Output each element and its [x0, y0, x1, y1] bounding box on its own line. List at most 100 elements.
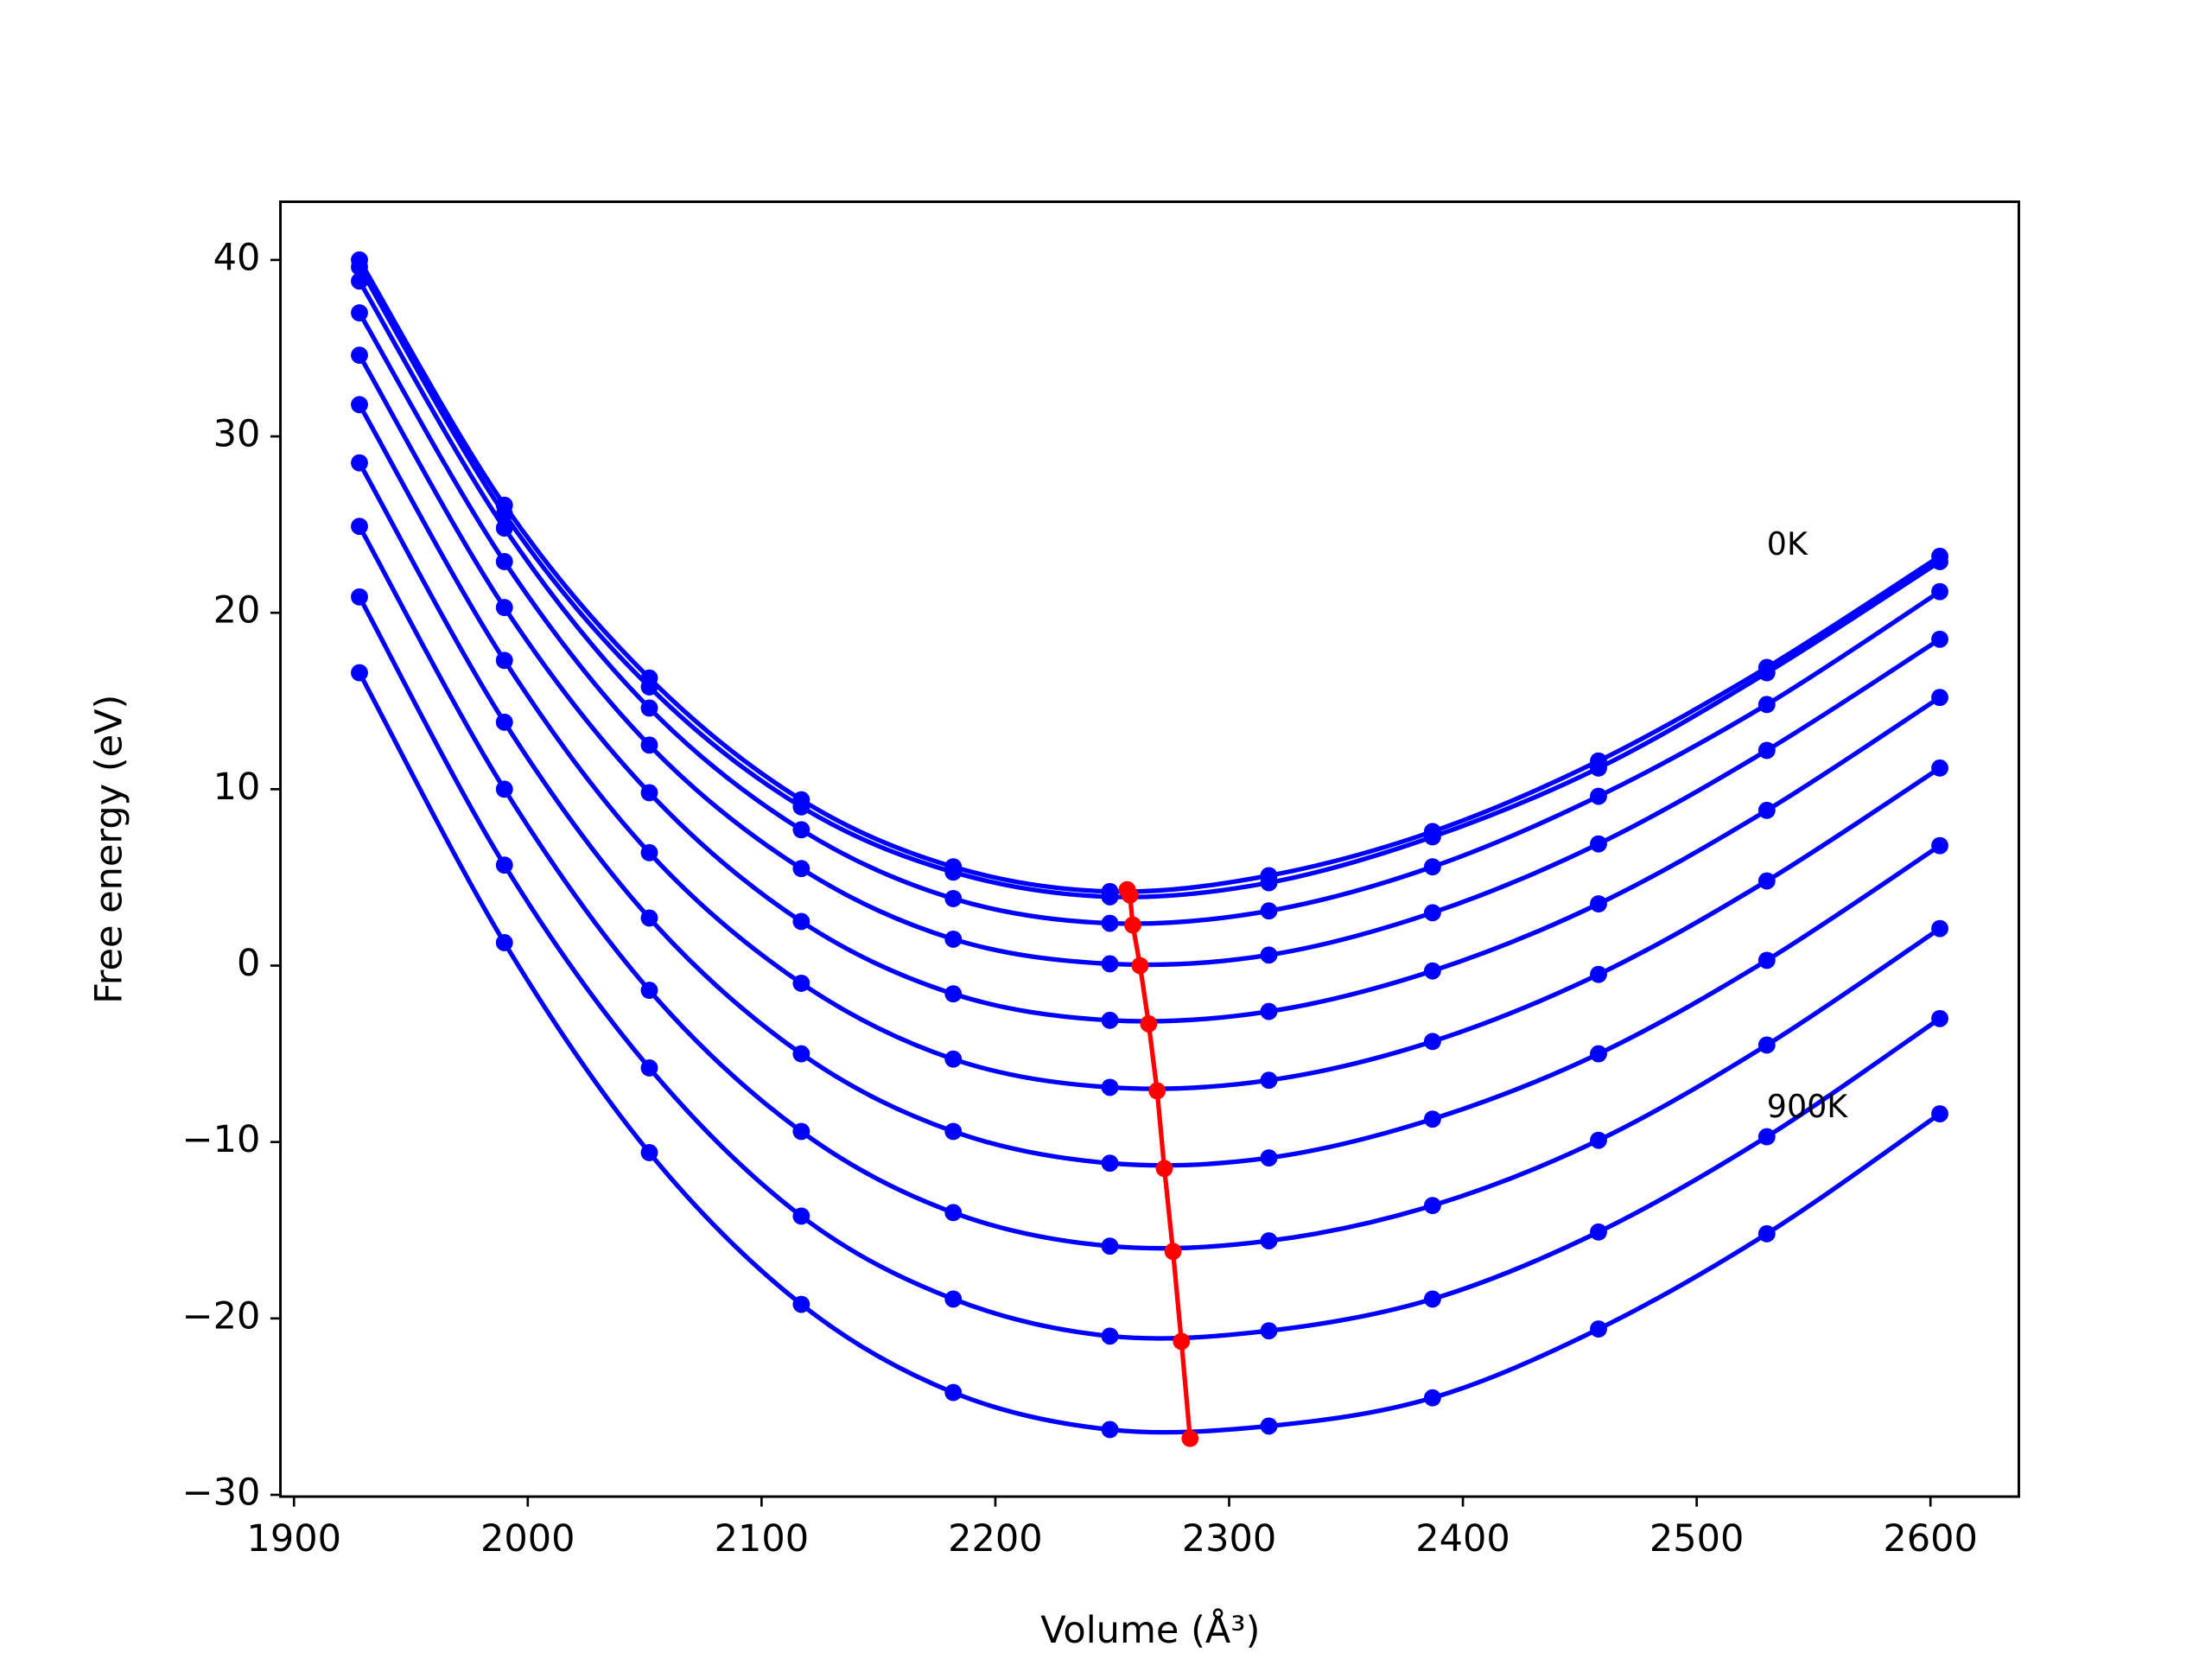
data-point	[1931, 1105, 1948, 1122]
data-point	[1931, 919, 1948, 938]
data-point	[944, 985, 963, 1003]
data-point	[640, 1058, 658, 1077]
data-point	[944, 1122, 963, 1141]
data-point	[1423, 1290, 1441, 1308]
data-point	[944, 889, 963, 907]
data-point	[944, 863, 963, 881]
data-point	[1590, 1131, 1607, 1149]
y-tick-label: 30	[213, 413, 261, 456]
x-axis-label: Volume (Å³)	[1040, 1608, 1260, 1652]
data-point	[792, 860, 810, 878]
x-tick-label: 2100	[715, 1517, 810, 1560]
data-point	[495, 713, 513, 731]
data-point	[1423, 1197, 1441, 1215]
data-point	[1121, 886, 1139, 904]
data-point	[1590, 1320, 1607, 1338]
data-point	[1101, 887, 1119, 906]
data-point	[1758, 696, 1776, 714]
series-line	[357, 461, 1942, 1168]
data-point	[1423, 1033, 1441, 1051]
data-point	[351, 258, 368, 276]
data-point	[1590, 965, 1607, 983]
data-point	[1758, 664, 1776, 682]
y-tick-label: 10	[213, 766, 261, 809]
data-point	[792, 912, 810, 931]
data-point	[1590, 1223, 1607, 1241]
data-point	[640, 982, 658, 1000]
data-point	[1124, 916, 1141, 934]
series-line	[357, 595, 1942, 1341]
data-point	[792, 821, 810, 839]
x-tick-label: 2300	[1182, 1517, 1277, 1560]
y-tick-label: 0	[237, 942, 260, 985]
series-line	[357, 353, 1942, 1024]
data-point	[640, 909, 658, 927]
data-point	[640, 699, 658, 717]
data-point	[351, 518, 368, 536]
data-point	[1260, 1322, 1278, 1340]
data-point	[1758, 872, 1776, 890]
data-point	[495, 599, 513, 616]
y-tick-label: −10	[182, 1118, 261, 1161]
data-point	[495, 553, 513, 570]
data-point	[495, 934, 513, 951]
data-point	[1423, 904, 1441, 922]
data-point	[495, 856, 513, 874]
data-point	[1590, 835, 1607, 853]
series-line	[357, 265, 1942, 899]
x-tick-label: 2400	[1415, 1517, 1510, 1560]
data-point	[1423, 828, 1441, 846]
data-point	[1148, 1082, 1166, 1100]
data-point	[1101, 914, 1119, 932]
y-tick-label: 20	[213, 589, 261, 632]
data-point	[640, 678, 658, 696]
data-point	[944, 1050, 963, 1068]
data-point	[944, 930, 963, 948]
data-point	[1758, 951, 1776, 969]
data-point	[351, 454, 368, 472]
annotation: 0K	[1767, 525, 1808, 563]
data-point	[1931, 759, 1948, 777]
data-point	[640, 1143, 658, 1161]
x-tick-label: 2000	[480, 1517, 575, 1560]
y-tick-label: −30	[182, 1471, 261, 1515]
x-tick-label: 2500	[1649, 1517, 1745, 1560]
y-tick-label: 40	[213, 236, 261, 279]
data-point	[1758, 1128, 1776, 1146]
data-point	[1931, 689, 1948, 707]
data-point	[1155, 1160, 1173, 1178]
data-point	[1260, 1002, 1278, 1020]
series-line	[357, 280, 1942, 926]
data-point	[1260, 1232, 1278, 1249]
y-tick-label: −20	[182, 1294, 261, 1338]
data-point	[351, 396, 368, 414]
data-point	[792, 1122, 810, 1141]
series-line	[357, 311, 1942, 968]
data-point	[792, 1207, 810, 1225]
data-point	[1590, 895, 1607, 912]
data-point	[1931, 582, 1948, 601]
data-point	[1758, 1036, 1776, 1054]
data-point	[792, 974, 810, 992]
data-point	[1260, 1417, 1278, 1435]
data-point	[1101, 1078, 1119, 1096]
data-point	[1101, 1154, 1119, 1173]
data-point	[1101, 1421, 1119, 1439]
data-point	[351, 588, 368, 606]
data-point	[1590, 787, 1607, 805]
data-point	[1101, 1327, 1119, 1345]
data-point	[1131, 957, 1149, 975]
data-point	[351, 346, 368, 365]
x-tick-label: 2200	[948, 1517, 1043, 1560]
data-point	[1423, 1389, 1441, 1407]
series-line	[357, 258, 1942, 894]
data-point	[1181, 1429, 1199, 1447]
data-point	[944, 1204, 963, 1222]
data-point	[1931, 553, 1948, 570]
data-point	[1101, 1237, 1119, 1255]
data-point	[351, 272, 368, 290]
data-point	[1423, 962, 1441, 980]
